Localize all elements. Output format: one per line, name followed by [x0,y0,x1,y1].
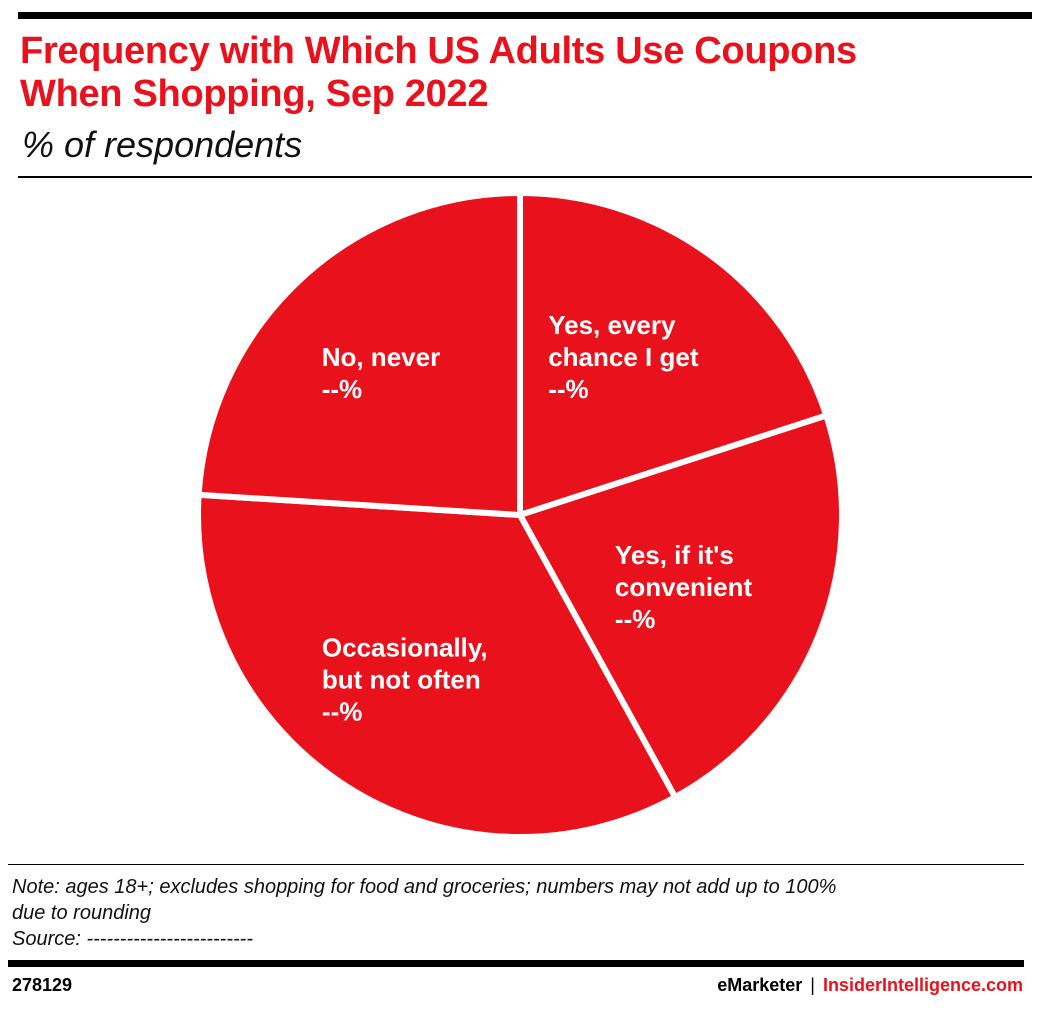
chart-subtitle: % of respondents [22,124,303,165]
footer-divider [8,864,1024,865]
chart-id: 278129 [12,975,73,995]
pie-label-1: Yes, every chance I get --% [548,310,699,404]
chart-title: Frequency with Which US Adults Use Coupo… [20,30,1020,116]
note-line-2: due to rounding [12,902,152,924]
brand-emarketer: eMarketer [717,975,803,995]
header-divider [18,176,1032,178]
brand-insider-link[interactable]: InsiderIntelligence.com [822,975,1023,995]
pie-value-label: --% [322,374,362,404]
pie-value-label: --% [615,604,655,634]
pie-labels: Yes, every chance I get --%Yes, if it's con… [322,310,753,726]
pie-label-2: Yes, if it's convenient --% [615,540,753,634]
chart-source: Source: ------------------------- [12,928,253,950]
pie-category-label: Yes, if it's [615,540,734,570]
pie-slice-3 [195,491,679,840]
pie-category-label: chance I get [548,342,699,372]
pie-value-label: --% [548,374,588,404]
pie-category-label: No, never [322,342,441,372]
brand-lockup: eMarketer | InsiderIntelligence.com [717,974,1023,996]
note-line-1: Note: ages 18+; excludes shopping for fo… [12,876,837,898]
pie-slice-4 [195,190,523,518]
pie-slice-1 [517,190,830,518]
title-line-2: When Shopping, Sep 2022 [20,73,489,115]
chart-note: Note: ages 18+; excludes shopping for fo… [12,874,1032,926]
bottom-rule [8,960,1024,967]
top-rule [18,12,1032,19]
brand-separator: | [810,975,815,995]
title-line-1: Frequency with Which US Adults Use Coupo… [20,30,857,72]
pie-slice-2 [517,412,845,801]
pie-value-label: --% [322,697,362,727]
pie-category-label: convenient [615,572,753,602]
pie-category-label: Yes, every [548,310,676,340]
pie-category-label: Occasionally, [322,633,488,663]
pie-label-3: Occasionally, but not often --% [322,633,488,727]
pie-slices [195,190,845,840]
pie-category-label: but not often [322,665,481,695]
pie-label-4: No, never --% [322,342,441,404]
